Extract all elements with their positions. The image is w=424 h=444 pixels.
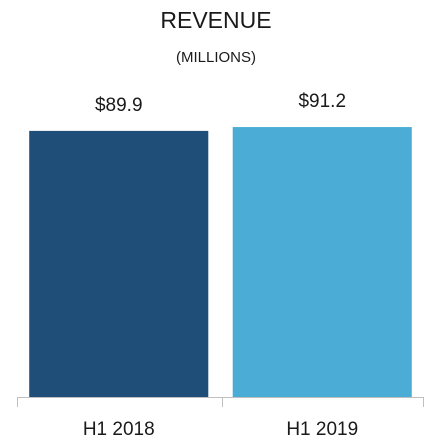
value-label: $91.2 [298,91,346,112]
chart-title: REVENUE [160,7,271,33]
bar [29,130,209,397]
bar [232,127,412,397]
chart-subtitle: (MILLIONS) [176,49,256,66]
x-tick-label: H1 2019 [286,419,358,440]
value-label: $89.9 [95,95,143,116]
x-tick-label: H1 2018 [83,419,155,440]
